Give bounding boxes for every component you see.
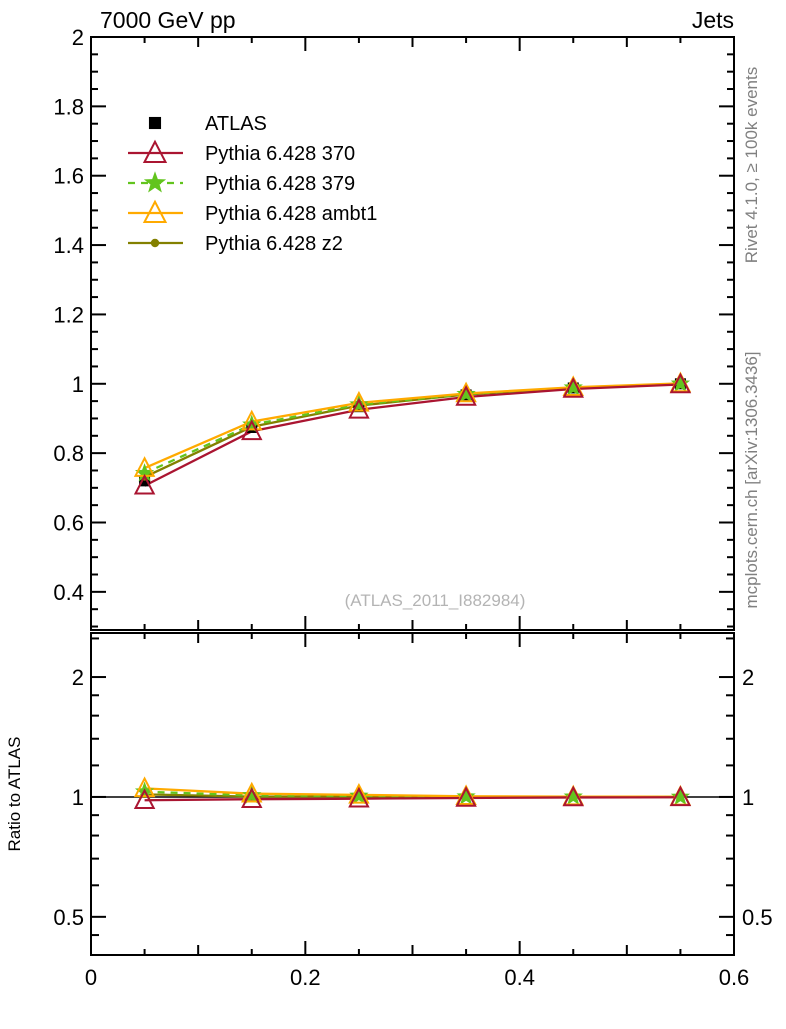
main-markers-series-1 bbox=[133, 372, 692, 495]
ratio-line-series-1 bbox=[144, 796, 681, 802]
analysis-id-watermark: (ATLAS_2011_I882984) bbox=[345, 591, 526, 610]
legend-label-atlas: ATLAS bbox=[205, 113, 267, 135]
svg-text:2: 2 bbox=[72, 665, 84, 690]
legend-swatch-4 bbox=[128, 238, 183, 248]
svg-text:0.2: 0.2 bbox=[290, 965, 321, 990]
ratio-axis-title: Ratio to ATLAS bbox=[5, 737, 24, 852]
legend-swatch-1 bbox=[128, 139, 183, 163]
svg-text:0.8: 0.8 bbox=[53, 441, 84, 466]
legend-label-pythia-370: Pythia 6.428 370 bbox=[205, 143, 355, 165]
legend-swatches bbox=[128, 116, 183, 248]
svg-text:0.5: 0.5 bbox=[742, 905, 773, 930]
svg-text:1.6: 1.6 bbox=[53, 164, 84, 189]
svg-text:1: 1 bbox=[742, 785, 754, 810]
main-markers-series-3 bbox=[133, 371, 692, 477]
svg-text:1.4: 1.4 bbox=[53, 233, 84, 258]
plot-generated-layer: 0 0.2 0.4 0.6 0.4 0.6 0.8 1 1.2 1.4 1.6 1.8 2 0.5 0.5 1… bbox=[53, 25, 772, 990]
main-line-series-1 bbox=[144, 383, 681, 487]
main-line-series-3 bbox=[144, 382, 681, 470]
svg-text:1: 1 bbox=[72, 785, 84, 810]
svg-text:1: 1 bbox=[72, 372, 84, 397]
main-markers-series-4 bbox=[140, 380, 685, 481]
svg-text:1.8: 1.8 bbox=[53, 94, 84, 119]
legend-label-pythia-ambt1: Pythia 6.428 ambt1 bbox=[205, 203, 377, 225]
main-markers-series-2 bbox=[134, 373, 691, 482]
legend: ATLAS Pythia 6.428 370 Pythia 6.428 379 … bbox=[128, 113, 377, 255]
svg-text:0.6: 0.6 bbox=[53, 510, 84, 535]
legend-label-pythia-379: Pythia 6.428 379 bbox=[205, 173, 355, 195]
mcplots-arxiv-caption: mcplots.cern.ch [arXiv:1306.3436] bbox=[742, 351, 761, 608]
svg-text:0.5: 0.5 bbox=[53, 905, 84, 930]
legend-label-pythia-z2: Pythia 6.428 z2 bbox=[205, 233, 343, 255]
ratio-markers-series-2 bbox=[134, 781, 691, 806]
legend-swatch-3 bbox=[128, 199, 183, 223]
svg-text:1.2: 1.2 bbox=[53, 302, 84, 327]
ratio-markers-series-1 bbox=[133, 785, 692, 810]
svg-text:0.4: 0.4 bbox=[504, 965, 535, 990]
svg-text:0.6: 0.6 bbox=[719, 965, 750, 990]
legend-swatch-2 bbox=[128, 171, 183, 193]
svg-text:2: 2 bbox=[742, 665, 754, 690]
main-markers-atlas bbox=[139, 378, 686, 487]
title-analysis-group: Jets bbox=[692, 7, 734, 33]
svg-text:0.4: 0.4 bbox=[53, 580, 84, 605]
title-beam: 7000 GeV pp bbox=[100, 7, 236, 33]
svg-text:0: 0 bbox=[85, 965, 97, 990]
legend-swatch-0 bbox=[148, 116, 162, 130]
rivet-version-caption: Rivet 4.1.0, ≥ 100k events bbox=[742, 67, 761, 263]
svg-text:2: 2 bbox=[72, 25, 84, 50]
